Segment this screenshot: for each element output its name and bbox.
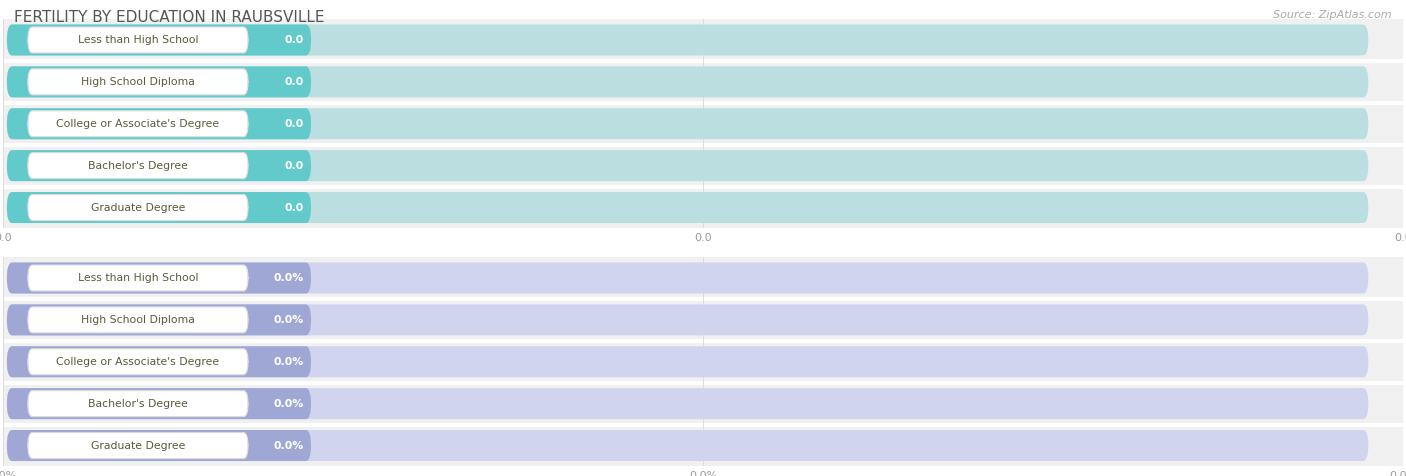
FancyBboxPatch shape [7,150,1368,181]
Text: 0.0: 0.0 [284,202,304,213]
Text: High School Diploma: High School Diploma [82,315,195,325]
FancyBboxPatch shape [7,304,1368,336]
Text: 0.0: 0.0 [284,119,304,129]
FancyBboxPatch shape [28,111,247,137]
FancyBboxPatch shape [7,24,311,56]
FancyBboxPatch shape [7,262,1368,294]
FancyBboxPatch shape [28,349,247,375]
FancyBboxPatch shape [7,66,1368,98]
FancyBboxPatch shape [7,192,311,223]
Text: Graduate Degree: Graduate Degree [91,202,186,213]
Text: 0.0: 0.0 [284,160,304,171]
FancyBboxPatch shape [7,24,1368,56]
FancyBboxPatch shape [28,27,247,53]
Text: 0.0: 0.0 [284,77,304,87]
FancyBboxPatch shape [7,108,311,139]
FancyBboxPatch shape [3,257,1403,299]
FancyBboxPatch shape [3,145,1403,187]
FancyBboxPatch shape [3,103,1403,145]
Text: Bachelor's Degree: Bachelor's Degree [89,398,188,409]
FancyBboxPatch shape [3,341,1403,383]
FancyBboxPatch shape [28,69,247,95]
Text: 0.0: 0.0 [284,35,304,45]
FancyBboxPatch shape [3,19,1403,61]
FancyBboxPatch shape [7,66,311,98]
Text: Less than High School: Less than High School [77,35,198,45]
FancyBboxPatch shape [3,61,1403,103]
FancyBboxPatch shape [28,153,247,178]
Text: Bachelor's Degree: Bachelor's Degree [89,160,188,171]
Text: 0.0%: 0.0% [274,440,304,451]
Text: FERTILITY BY EDUCATION IN RAUBSVILLE: FERTILITY BY EDUCATION IN RAUBSVILLE [14,10,325,25]
FancyBboxPatch shape [28,265,247,291]
Text: 0.0%: 0.0% [274,273,304,283]
FancyBboxPatch shape [7,388,1368,419]
Text: Graduate Degree: Graduate Degree [91,440,186,451]
FancyBboxPatch shape [3,425,1403,466]
FancyBboxPatch shape [7,150,311,181]
FancyBboxPatch shape [7,192,1368,223]
FancyBboxPatch shape [28,433,247,458]
Text: Less than High School: Less than High School [77,273,198,283]
FancyBboxPatch shape [7,108,1368,139]
FancyBboxPatch shape [3,383,1403,425]
FancyBboxPatch shape [7,304,311,336]
FancyBboxPatch shape [7,346,1368,377]
FancyBboxPatch shape [28,391,247,416]
Text: College or Associate's Degree: College or Associate's Degree [56,357,219,367]
FancyBboxPatch shape [28,195,247,220]
FancyBboxPatch shape [3,187,1403,228]
Text: 0.0%: 0.0% [274,315,304,325]
FancyBboxPatch shape [7,430,1368,461]
Text: High School Diploma: High School Diploma [82,77,195,87]
FancyBboxPatch shape [7,346,311,377]
Text: 0.0%: 0.0% [274,398,304,409]
FancyBboxPatch shape [7,262,311,294]
FancyBboxPatch shape [3,299,1403,341]
Text: 0.0%: 0.0% [274,357,304,367]
FancyBboxPatch shape [28,307,247,333]
FancyBboxPatch shape [7,388,311,419]
Text: Source: ZipAtlas.com: Source: ZipAtlas.com [1274,10,1392,20]
Text: College or Associate's Degree: College or Associate's Degree [56,119,219,129]
FancyBboxPatch shape [7,430,311,461]
